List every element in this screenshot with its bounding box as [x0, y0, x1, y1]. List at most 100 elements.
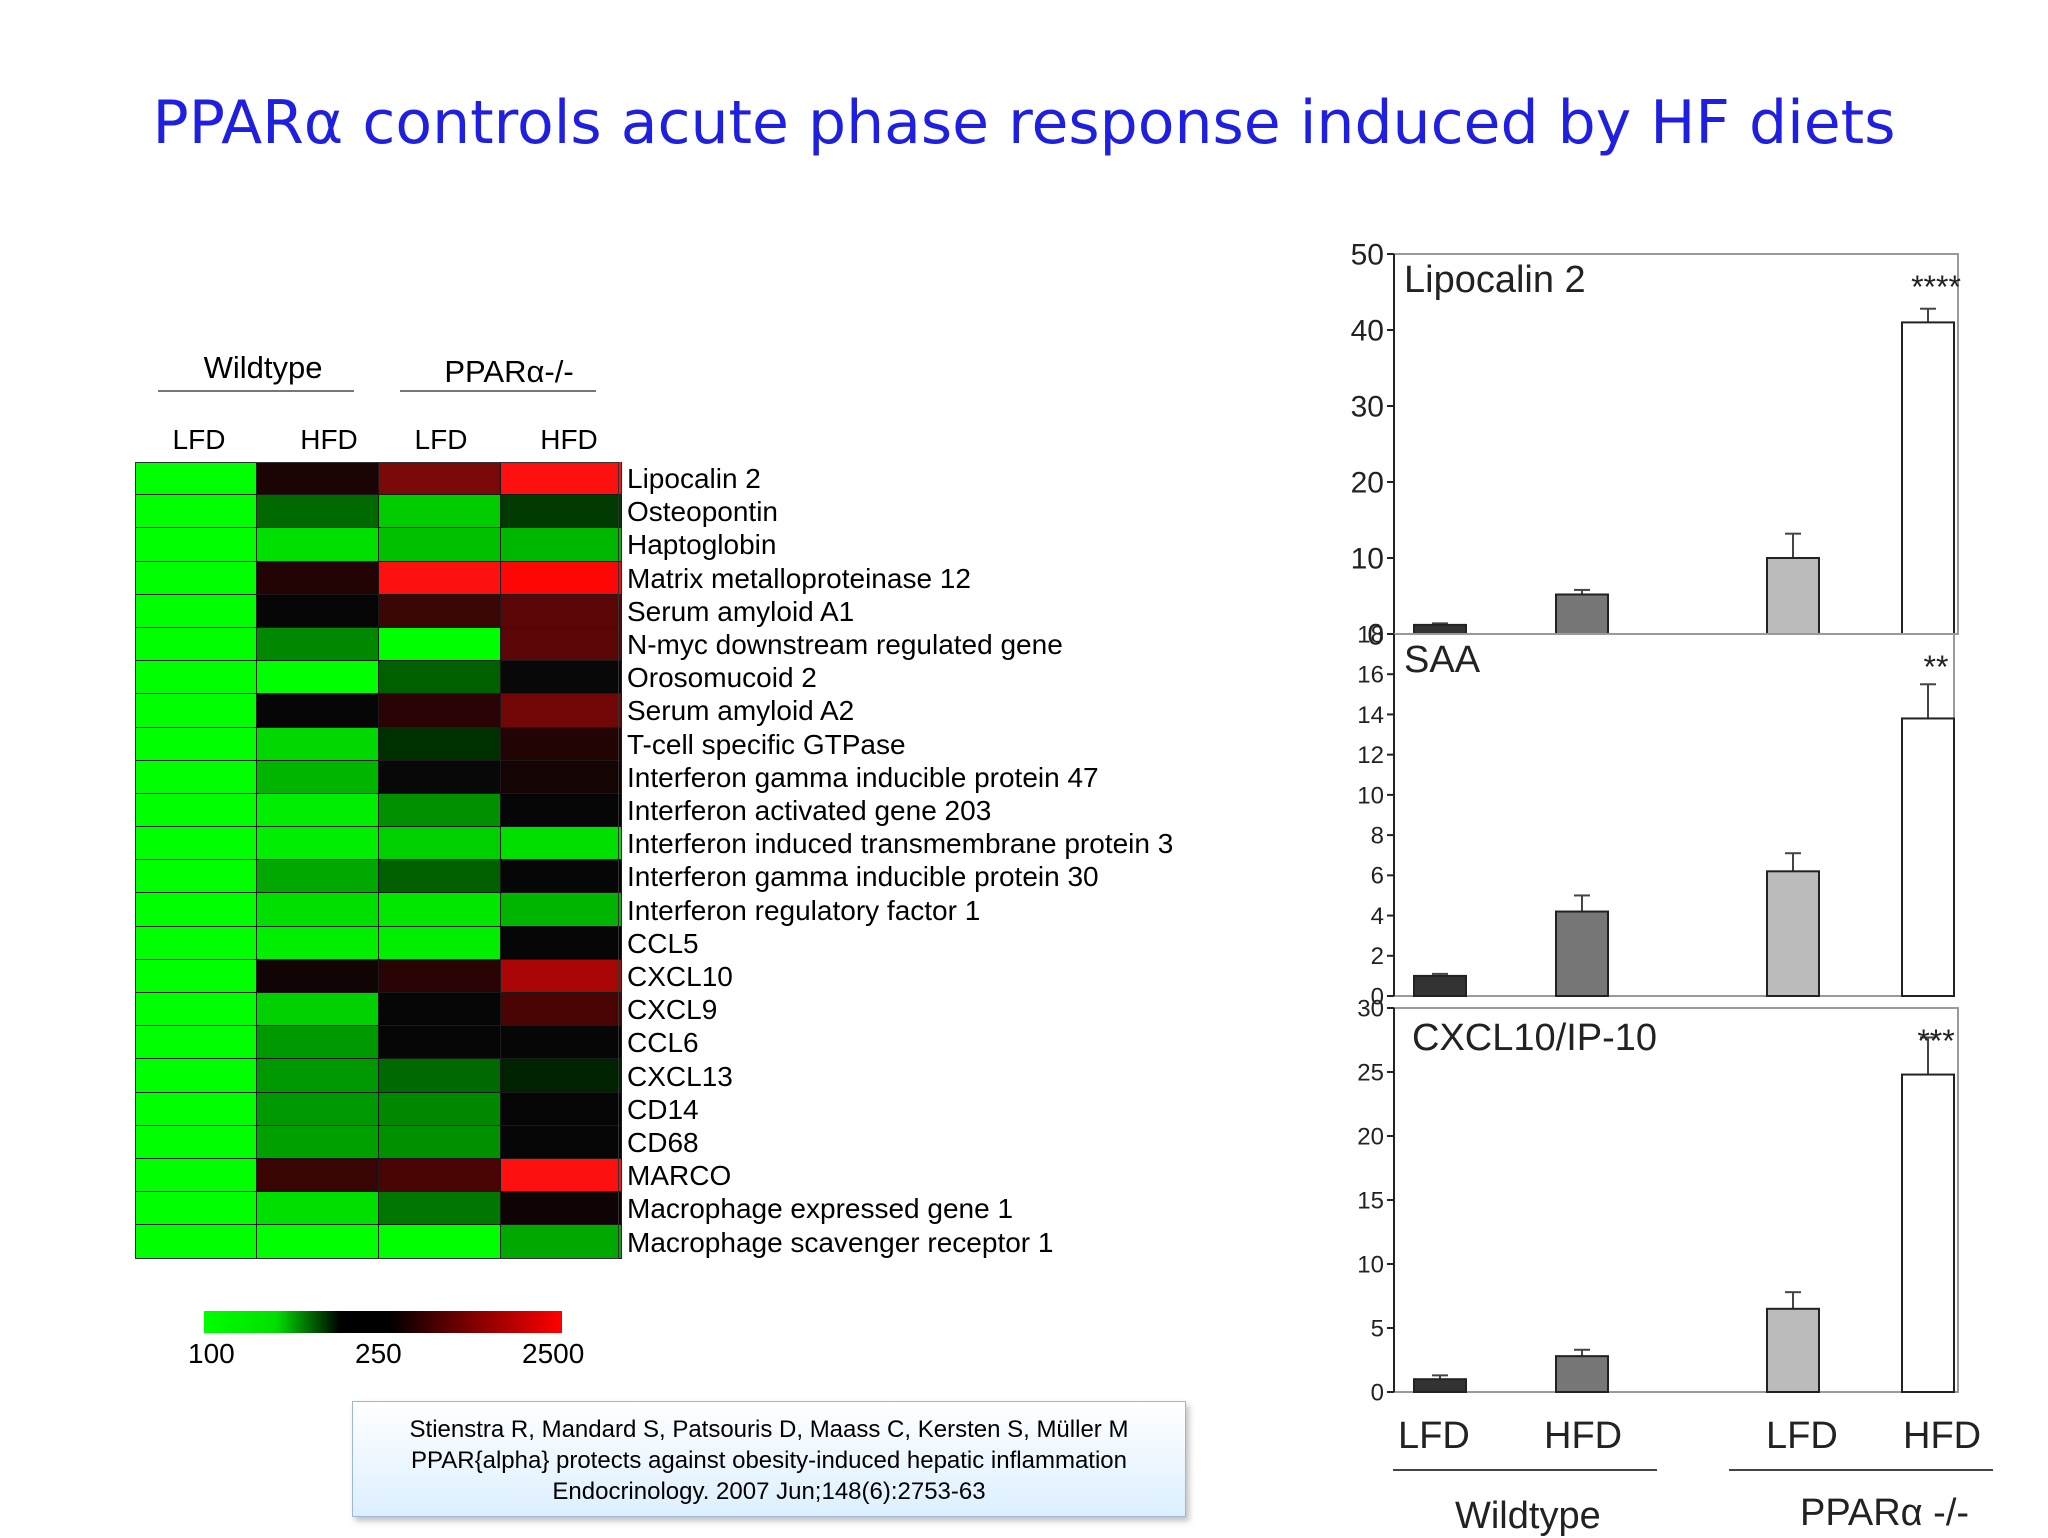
gene-label: Orosomucoid 2	[627, 662, 817, 694]
y-tick-label: 40	[1351, 315, 1384, 348]
y-tick-label: 0	[1371, 983, 1384, 1010]
heatmap-cell	[135, 1158, 257, 1193]
gene-label: CD14	[627, 1093, 699, 1125]
bar	[1413, 1378, 1467, 1393]
heatmap-cell	[257, 1026, 379, 1060]
heatmap-cell	[379, 893, 501, 927]
gene-label: MARCO	[627, 1160, 732, 1192]
heatmap-row	[135, 1158, 622, 1193]
heatmap-colorbar	[204, 1311, 562, 1333]
heatmap-cell	[135, 661, 257, 695]
heatmap-cell	[379, 827, 501, 861]
heatmap-row	[135, 594, 622, 628]
heatmap-col-label: HFD	[300, 424, 358, 455]
heatmap-cell	[379, 694, 501, 728]
colorbar-tick-label: 2500	[522, 1338, 585, 1369]
heatmap-col-label: LFD	[414, 424, 468, 455]
heatmap-row	[135, 1225, 622, 1259]
heatmap-row	[135, 561, 622, 595]
gene-label: CXCL13	[627, 1060, 733, 1092]
bar-group-label-wildtype: Wildtype	[1455, 1495, 1601, 1537]
y-tick-label: 10	[1351, 543, 1384, 576]
heatmap-cell	[501, 462, 622, 496]
heatmap-cell	[135, 959, 257, 993]
heatmap-cell	[501, 926, 622, 960]
gene-label: Lipocalin 2	[627, 463, 761, 494]
gene-label: CCL5	[627, 927, 699, 959]
heatmap-cell	[257, 959, 379, 993]
heatmap-cell	[501, 661, 622, 695]
heatmap-cell	[379, 528, 501, 562]
heatmap-cell	[135, 561, 257, 595]
heatmap-cell	[257, 627, 379, 662]
heatmap-cell	[379, 1092, 501, 1126]
y-tick-label: 0	[1367, 619, 1384, 652]
heatmap-row	[135, 694, 622, 728]
heatmap-cell	[135, 727, 257, 761]
gene-label: T-cell specific GTPase	[627, 728, 906, 760]
citation-line: PPAR{alpha} protects against obesity-ind…	[411, 1447, 1127, 1474]
gene-label: Interferon activated gene 203	[627, 795, 992, 826]
heatmap-cell	[501, 1225, 622, 1259]
heatmap-cell	[379, 993, 501, 1027]
heatmap-row	[135, 893, 622, 927]
heatmap-row	[135, 1059, 622, 1093]
heatmap-cell	[135, 1092, 257, 1126]
heatmap-cell	[257, 694, 379, 728]
bar	[1901, 1073, 1955, 1393]
heatmap-cell	[135, 926, 257, 960]
heatmap-cell	[379, 594, 501, 628]
heatmap-cell	[257, 561, 379, 595]
y-tick-label: 14	[1357, 702, 1384, 729]
y-tick-label: 10	[1357, 782, 1384, 809]
heatmap-cell	[135, 1059, 257, 1093]
heatmap-cell	[379, 1059, 501, 1093]
heatmap-cell	[135, 694, 257, 728]
heatmap-cell	[379, 1026, 501, 1060]
heatmap-cell	[501, 993, 622, 1027]
heatmap-cell	[501, 1092, 622, 1126]
bar-x-label: HFD	[1903, 1415, 1982, 1457]
heatmap-row	[135, 627, 622, 662]
bar-x-label: HFD	[1544, 1415, 1623, 1457]
heatmap-cell	[501, 1059, 622, 1093]
heatmap-cell	[501, 1158, 622, 1193]
citation-line: Endocrinology. 2007 Jun;148(6):2753-63	[552, 1478, 986, 1505]
y-tick-label: 18	[1357, 621, 1384, 648]
bar	[1413, 623, 1467, 636]
gene-label: Osteopontin	[627, 496, 778, 528]
gene-label: Interferon gamma inducible protein 30	[627, 861, 1099, 893]
bar	[1555, 910, 1609, 997]
heatmap-group-wildtype: Wildtype	[203, 350, 323, 385]
heatmap-group-ppara: PPARα-/-	[444, 354, 574, 389]
heatmap-group-ppara-line	[400, 390, 596, 392]
heatmap-row	[135, 1026, 622, 1060]
bar-x-label: LFD	[1766, 1415, 1838, 1457]
gene-label: CCL6	[627, 1027, 699, 1059]
heatmap-cell	[257, 760, 379, 794]
y-tick-label: 8	[1371, 823, 1384, 850]
heatmap-cell	[501, 561, 622, 595]
heatmap-cell	[501, 694, 622, 728]
heatmap-cell	[257, 661, 379, 695]
y-tick-label: 6	[1371, 863, 1384, 890]
heatmap-row	[135, 926, 622, 960]
slide-title: PPARα controls acute phase response indu…	[152, 88, 1896, 158]
y-tick-label: 0	[1371, 1379, 1384, 1406]
gene-label: Haptoglobin	[627, 529, 777, 561]
heatmap-cell	[135, 1026, 257, 1060]
bar	[1555, 593, 1609, 636]
heatmap-row	[135, 1192, 622, 1226]
citation-line: Stienstra R, Mandard S, Patsouris D, Maa…	[409, 1416, 1129, 1443]
gene-label: CD68	[627, 1127, 699, 1158]
bar-group-line-wildtype	[1393, 1469, 1657, 1471]
gene-label: Macrophage expressed gene 1	[627, 1193, 1014, 1225]
heatmap-group-wildtype-line	[158, 390, 354, 392]
heatmap-cell	[379, 661, 501, 695]
chart-title: Lipocalin 2	[1404, 259, 1586, 301]
heatmap-row	[135, 760, 622, 794]
heatmap-cell	[135, 1192, 257, 1226]
bar	[1766, 557, 1820, 635]
heatmap-cell	[135, 594, 257, 628]
